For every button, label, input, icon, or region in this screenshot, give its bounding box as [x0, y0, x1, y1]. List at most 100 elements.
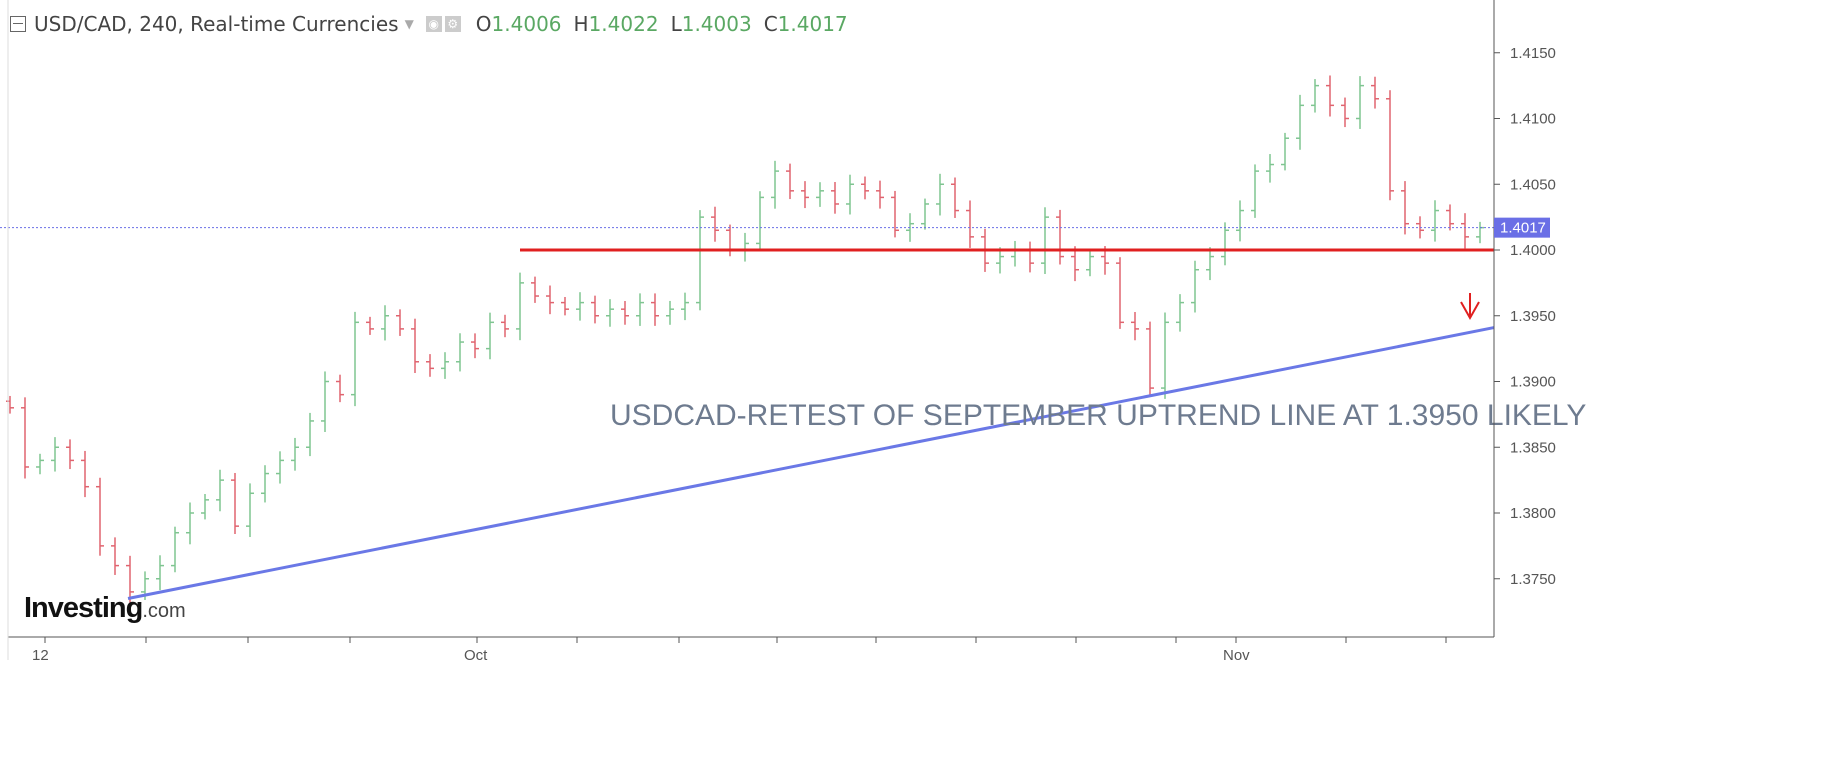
y-tick-label: 1.3800: [1510, 505, 1556, 522]
ohlc-bar: [726, 224, 734, 257]
ohlc-bar: [756, 191, 764, 251]
ohlc-bar: [861, 176, 869, 200]
ohlc-bar: [561, 296, 569, 316]
ohlc-bar: [1161, 312, 1169, 399]
eye-icon[interactable]: ◉: [425, 16, 442, 32]
ohlc-bar: [606, 299, 614, 327]
x-tick-label: 12: [32, 647, 49, 664]
ohlc-bar: [741, 232, 749, 262]
ohlc-bar: [96, 477, 104, 556]
ohlc-bar: [1221, 222, 1229, 266]
ohlc-bar: [1026, 241, 1034, 273]
ohlc-bar: [516, 272, 524, 341]
ohlc-bar: [321, 371, 329, 432]
y-tick-label: 1.3850: [1510, 439, 1556, 456]
y-tick-label: 1.4150: [1510, 45, 1556, 62]
collapse-icon[interactable]: [10, 16, 26, 32]
ohlc-bar: [351, 311, 359, 407]
ohlc-bar: [1236, 200, 1244, 242]
ohlc-bar: [1056, 209, 1064, 265]
ohlc-bar: [456, 333, 464, 372]
ohlc-bar: [501, 314, 509, 338]
down-arrow-icon: [1460, 293, 1480, 321]
ohlc-bar: [1311, 79, 1319, 113]
ohlc-bar: [711, 206, 719, 242]
symbol-title[interactable]: USD/CAD, 240, Real-time Currencies: [34, 12, 399, 36]
chevron-down-icon[interactable]: ▼: [404, 17, 414, 31]
ohlc-low-key: L: [670, 12, 682, 36]
ohlc-bar: [831, 181, 839, 214]
ohlc-close-value: 1.4017: [777, 12, 848, 36]
ohlc-bar: [411, 318, 419, 374]
ohlc-bar: [636, 293, 644, 326]
ohlc-bar: [231, 472, 239, 535]
y-tick-label: 1.4100: [1510, 111, 1556, 128]
ohlc-bar: [1071, 246, 1079, 282]
ohlc-bar: [246, 483, 254, 538]
ohlc-high-key: H: [573, 12, 589, 36]
ohlc-bar: [1341, 97, 1349, 128]
ohlc-bar: [186, 502, 194, 545]
gear-icon[interactable]: ⚙: [444, 16, 461, 32]
ohlc-bars: [6, 75, 1484, 603]
ohlc-bar: [156, 555, 164, 591]
ohlc-bar: [1356, 76, 1364, 129]
ohlc-bar: [336, 374, 344, 403]
ohlc-bar: [486, 312, 494, 360]
ohlc-bar: [171, 526, 179, 573]
y-tick-label: 1.3950: [1510, 308, 1556, 325]
ohlc-bar: [1131, 311, 1139, 341]
ohlc-bar: [51, 437, 59, 472]
ohlc-bar: [666, 300, 674, 325]
ohlc-bar: [696, 210, 704, 311]
ohlc-bar: [1191, 260, 1199, 313]
ohlc-bar: [1146, 321, 1154, 397]
ohlc-bar: [291, 437, 299, 471]
ohlc-bar: [786, 163, 794, 200]
ohlc-bar: [651, 293, 659, 326]
ohlc-bar: [891, 190, 899, 238]
ohlc-bar: [1401, 181, 1409, 235]
ohlc-bar: [1281, 132, 1289, 171]
ohlc-bar: [1461, 213, 1469, 249]
ohlc-bar: [471, 333, 479, 359]
ohlc-bar: [441, 352, 449, 379]
ohlc-open-value: 1.4006: [491, 12, 562, 36]
ohlc-bar: [996, 247, 1004, 274]
ohlc-bar: [6, 395, 14, 414]
y-tick-label: 1.3900: [1510, 374, 1556, 391]
ohlc-bar: [1326, 75, 1334, 117]
ohlc-bar: [621, 301, 629, 325]
last-price-label: 1.4017: [1500, 220, 1546, 237]
ohlc-bar: [381, 305, 389, 341]
ohlc-bar: [1431, 200, 1439, 242]
ohlc-bar: [261, 465, 269, 503]
ohlc-bar: [876, 180, 884, 209]
ohlc-open-key: O: [475, 12, 492, 36]
ohlc-bar: [1086, 250, 1094, 277]
ohlc-bar: [531, 276, 539, 303]
ohlc-bar: [1176, 294, 1184, 332]
y-tick-label: 1.3750: [1510, 571, 1556, 588]
ohlc-bar: [1296, 94, 1304, 150]
ohlc-close-key: C: [763, 12, 778, 36]
x-tick-label: Oct: [464, 647, 488, 664]
ohlc-high-value: 1.4022: [588, 12, 659, 36]
y-axis: 1.4150 1.4100 1.4050 1.4000 1.3950 1.3900 1.38…: [1494, 45, 1556, 588]
investing-logo: Investing.com: [24, 592, 186, 624]
ohlc-bar: [936, 173, 944, 216]
y-tick-label: 1.4000: [1510, 242, 1556, 259]
ohlc-bar: [951, 177, 959, 218]
ohlc-bar: [576, 292, 584, 321]
ohlc-bar: [816, 182, 824, 207]
ohlc-bar: [426, 354, 434, 377]
ohlc-bar: [1266, 154, 1274, 183]
last-price-badge: [1494, 217, 1550, 238]
uptrend-line[interactable]: [127, 326, 1495, 600]
ohlc-bar: [276, 451, 284, 484]
ohlc-bar: [591, 295, 599, 324]
ohlc-bar: [1206, 247, 1214, 281]
x-tick-label: Nov: [1223, 647, 1250, 664]
ohlc-bar: [801, 181, 809, 209]
